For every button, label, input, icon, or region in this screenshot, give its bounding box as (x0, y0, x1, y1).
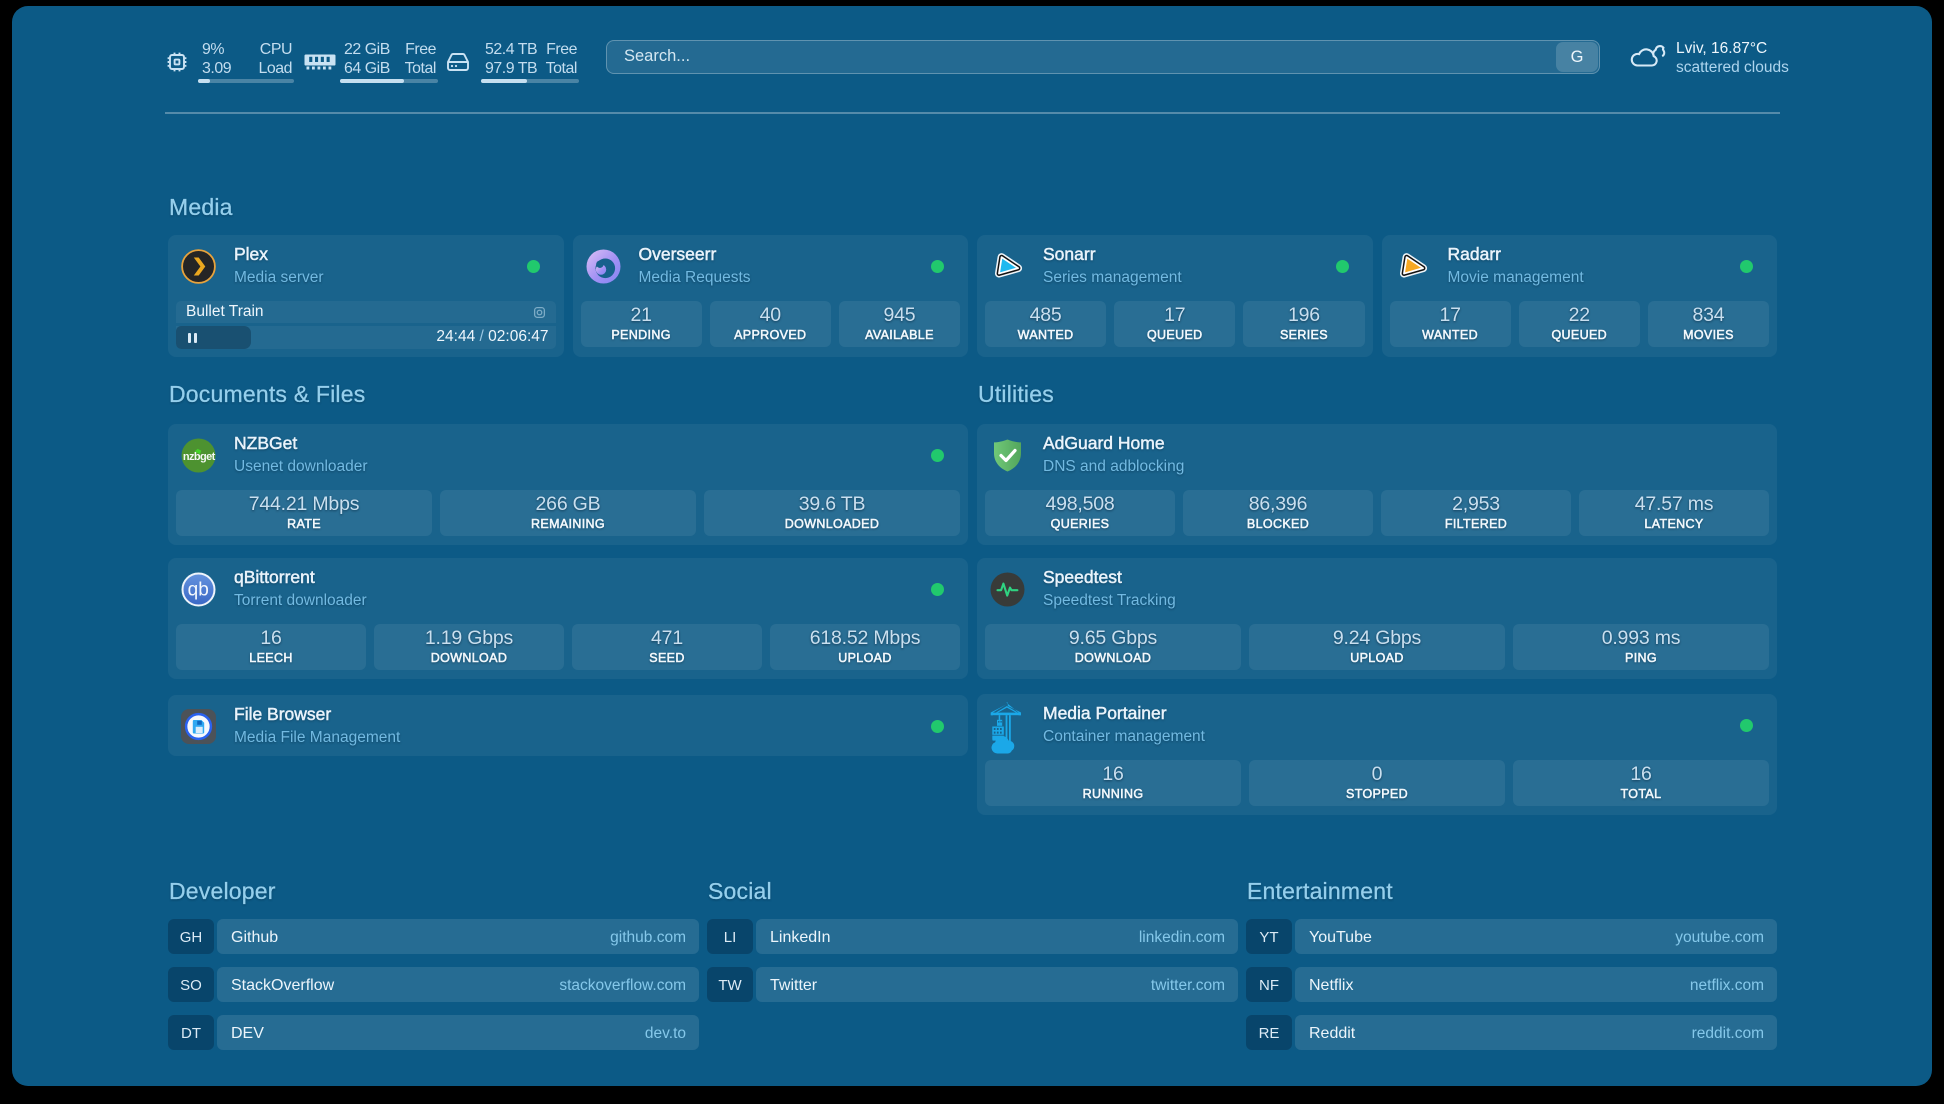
svg-text:qb: qb (188, 580, 209, 601)
svg-text:nzbget: nzbget (183, 451, 216, 463)
